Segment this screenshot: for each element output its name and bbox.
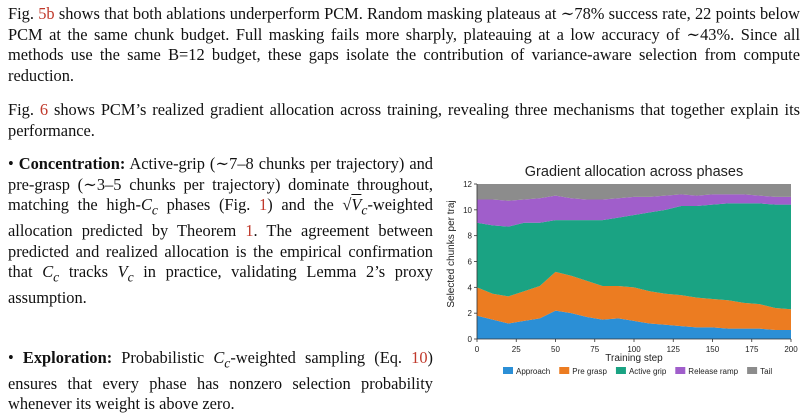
math-c: C [42,262,54,282]
p2-text-pre: Fig. [8,100,40,119]
x-tick-label: 150 [706,345,720,354]
math-c: C [140,195,152,215]
bullet-marker: • [8,154,14,173]
p2-text-post: shows PCM’s realized gradient allocation… [8,100,801,140]
legend-item-pre-grasp: Pre grasp [559,367,607,376]
b1-text: phases (Fig. [157,195,260,215]
y-tick-label: 0 [468,335,473,344]
legend-item-release-ramp: Release ramp [675,367,739,376]
b1-text: tracks [59,262,118,282]
legend-label: Tail [760,367,772,376]
legend-swatch [503,367,513,374]
bullet-marker: • [8,348,14,367]
math-sub: c [361,202,368,218]
legend-item-active-grip: Active grip [615,367,667,376]
legend-label: Approach [516,367,550,376]
p1-text-post: shows that both ablations underperform P… [8,4,801,85]
b1-text: -weighted allocation predicted by Theore… [8,195,433,241]
y-tick-label: 4 [468,283,473,292]
legend-label: Pre grasp [572,367,607,376]
legend-item-tail: Tail [747,367,772,376]
b1-text: Active-grip (∼7–8 chunks per trajectory)… [8,154,433,215]
area-approach [477,310,791,339]
b1-text: in practice, validating Lemma 2’s proxy … [8,262,433,308]
math-sub: c [224,355,231,371]
legend-swatch [615,367,626,374]
figure-ref-5b[interactable]: 5b [38,4,55,23]
area-pre-grasp [477,271,791,330]
x-tick-label: 25 [512,345,521,354]
y-tick-label: 6 [468,258,473,267]
area-release-ramp [477,194,791,227]
y-tick-label: 8 [468,232,473,241]
bullet-heading: Concentration: [18,154,126,173]
x-axis-label: Training step [605,353,663,364]
b2-text: Probabilistic [112,348,214,367]
area-tail [477,184,791,201]
bullet-exploration: • Exploration: Probabilistic Cc-weighted… [8,348,433,415]
y-tick-label: 12 [463,180,472,189]
figure-ref-1[interactable]: 1 [259,195,268,215]
equation-ref-10[interactable]: 10 [411,348,428,367]
b2-text: -weighted sampling (Eq. [230,348,412,367]
figure-ref-6[interactable]: 6 [39,100,49,119]
b1-text: . The agreement between predicted and re… [8,221,433,282]
paragraph-allocation-intro: Fig. 6 shows PCM’s realized gradient all… [8,100,800,141]
b1-text: ) and the √ [267,195,352,215]
y-axis-label: Selected chunks per traj [446,200,457,307]
x-tick-label: 75 [590,345,599,354]
allocation-figure: Gradient allocation across phases 0 25 50 7… [443,158,803,390]
x-tick-label: 50 [551,345,560,354]
p1-text-pre: Fig. [8,4,39,23]
area-active-grip [477,203,791,310]
legend-label: Release ramp [688,367,738,376]
math-sub: c [151,202,158,218]
x-tick-label: 0 [475,345,480,354]
math-sub: c [53,269,60,285]
theorem-ref-1[interactable]: 1 [245,221,254,241]
math-c: C [213,348,225,367]
x-tick-label: 200 [784,345,798,354]
legend-swatch [559,367,570,374]
y-tick-label: 10 [463,206,472,215]
y-tick-label: 2 [468,309,473,318]
x-tick-label: 175 [745,345,759,354]
legend-item-approach: Approach [503,367,550,376]
paragraph-ablation-results: Fig. 5b shows that both ablations underp… [8,4,800,86]
bullet-concentration: • Concentration: Active-grip (∼7–8 chunk… [8,154,433,309]
math-v: V [117,262,128,282]
bullet-heading: Exploration: [22,348,113,367]
legend-swatch [675,367,686,374]
x-tick-label: 100 [627,345,641,354]
legend-swatch [747,367,758,374]
chart-title: Gradient allocation across phases [525,164,743,180]
math-v: V [351,195,362,215]
stacked-area-chart: Gradient allocation across phases 0 25 50 7… [446,164,798,376]
legend-label: Active grip [629,367,667,376]
math-sub: c [127,269,134,285]
x-tick-label: 125 [667,345,681,354]
